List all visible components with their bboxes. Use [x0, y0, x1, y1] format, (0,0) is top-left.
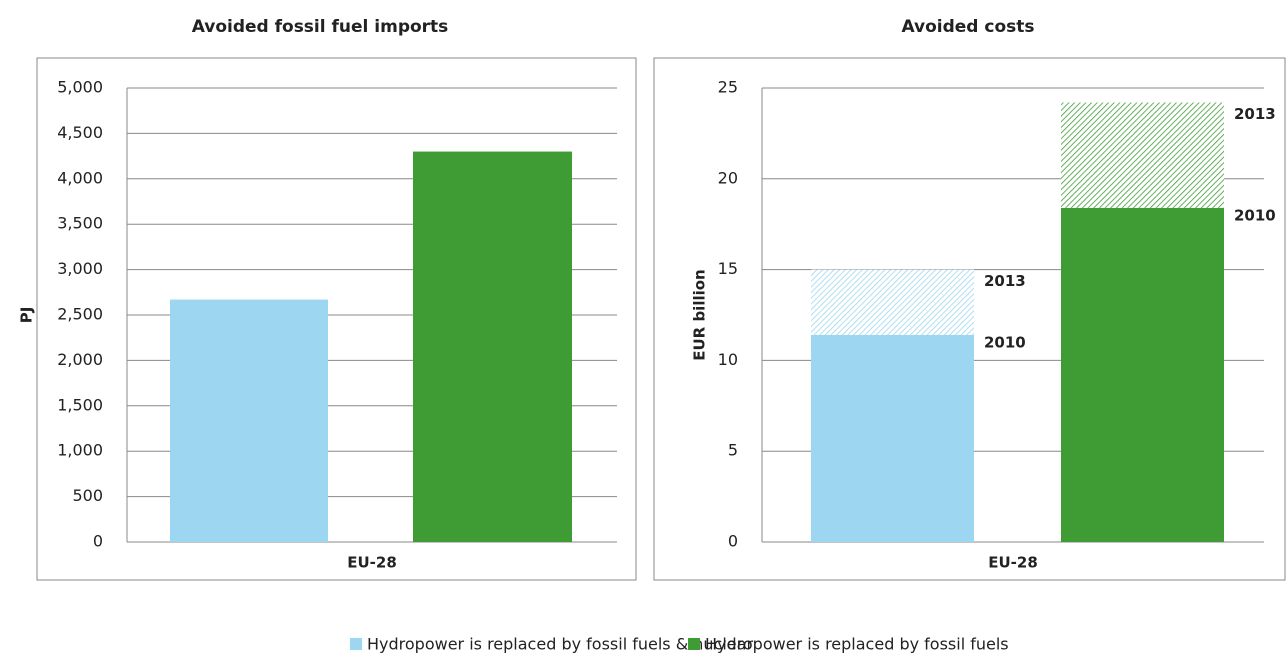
legend-swatch — [350, 638, 362, 650]
legend-swatch — [688, 638, 700, 650]
panel-frame — [653, 57, 1286, 581]
x-tick-label: EU-28 — [347, 554, 397, 572]
segment-label: 2013 — [1234, 105, 1276, 123]
y-tick-label: 0 — [728, 532, 738, 551]
y-axis-label: EUR billion — [691, 269, 709, 361]
y-tick-label: 5 — [728, 441, 738, 460]
bar-segment — [811, 334, 974, 542]
segment-label: 2013 — [984, 272, 1026, 290]
y-tick-label: 0 — [93, 532, 103, 551]
bar — [413, 151, 572, 542]
y-tick-label: 25 — [718, 78, 738, 97]
y-tick-label: 20 — [718, 168, 738, 187]
bar-segment — [1061, 207, 1224, 542]
segment-label: 2010 — [1234, 206, 1276, 224]
y-tick-label: 15 — [718, 259, 738, 278]
chart-title: Avoided fossil fuel imports — [192, 17, 449, 37]
segment-label: 2010 — [984, 333, 1026, 351]
y-tick-label: 2,000 — [57, 350, 103, 369]
legend-label: Hydropower is replaced by fossil fuels &… — [367, 635, 753, 654]
y-tick-label: 1,500 — [57, 395, 103, 414]
y-tick-label: 1,000 — [57, 441, 103, 460]
y-tick-label: 4,000 — [57, 168, 103, 187]
legend-label: Hydropower is replaced by fossil fuels — [705, 635, 1009, 654]
panel-frame — [36, 57, 637, 581]
y-tick-label: 5,000 — [57, 78, 103, 97]
y-tick-label: 2,500 — [57, 305, 103, 324]
bar-segment — [811, 269, 974, 335]
y-tick-label: 4,500 — [57, 123, 103, 142]
y-tick-label: 3,500 — [57, 214, 103, 233]
y-axis-label: PJ — [18, 307, 36, 324]
chart-title: Avoided costs — [901, 17, 1034, 37]
y-tick-label: 500 — [72, 486, 103, 505]
y-tick-label: 3,000 — [57, 259, 103, 278]
bar — [170, 299, 328, 542]
x-tick-label: EU-28 — [988, 554, 1038, 572]
bar-segment — [1061, 102, 1224, 208]
y-tick-label: 10 — [718, 350, 738, 369]
